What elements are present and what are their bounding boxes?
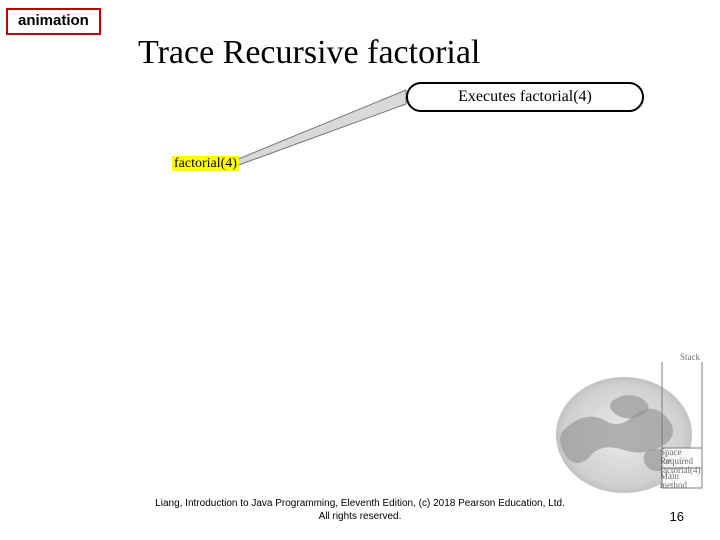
stack-main-label: Main method — [660, 472, 702, 490]
code-highlight: factorial(4) — [172, 156, 239, 172]
animation-tag: animation — [6, 8, 101, 35]
footer-line-2: All rights reserved. — [120, 511, 600, 524]
slide: animation Trace Recursive factorial Exec… — [0, 0, 720, 540]
page-number: 16 — [670, 509, 684, 524]
stack-top-label: Stack — [680, 352, 700, 362]
globe-graphic: Stack Space Required for factorial(4) Ma… — [554, 330, 704, 500]
callout-text: Executes factorial(4) — [458, 88, 592, 106]
callout-executes: Executes factorial(4) — [406, 82, 644, 112]
code-highlight-text: factorial(4) — [172, 156, 239, 171]
footer: Liang, Introduction to Java Programming,… — [120, 498, 600, 523]
footer-line-1: Liang, Introduction to Java Programming,… — [120, 498, 600, 511]
slide-title: Trace Recursive factorial — [138, 34, 480, 72]
